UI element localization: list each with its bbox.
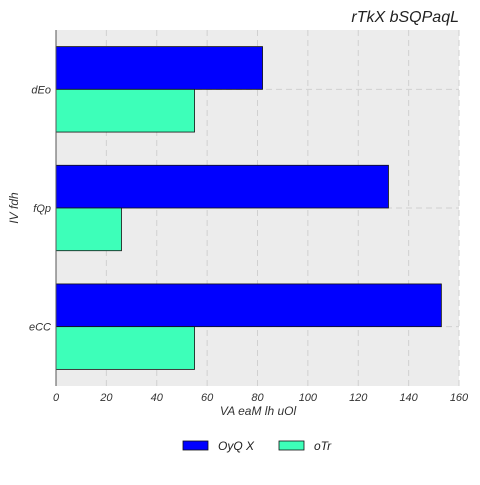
bar-oyq-x: [55, 164, 389, 209]
bar-oyq-x: [55, 46, 263, 90]
bar-otr: [55, 326, 195, 370]
x-tick-label: 40: [151, 392, 164, 404]
y-tick-label: fQp: [33, 203, 51, 215]
x-ticks: 0 20 40 60 80 100 120 140 160: [53, 392, 469, 404]
x-tick-label: 140: [399, 392, 418, 404]
x-tick-label: 60: [201, 392, 214, 404]
legend: OyQ X oTr: [182, 439, 332, 453]
legend-swatch: [182, 440, 209, 451]
y-tick-label: eCC: [29, 322, 51, 334]
bar-otr: [55, 88, 195, 133]
x-tick-label: 160: [450, 392, 469, 404]
legend-label: oTr: [314, 439, 332, 453]
x-tick-label: 100: [299, 392, 318, 404]
bar-otr: [55, 207, 122, 252]
legend-swatch: [278, 440, 305, 451]
bar-oyq-x: [55, 283, 442, 328]
x-tick-label: 0: [53, 392, 60, 404]
legend-label: OyQ X: [218, 439, 255, 453]
y-ticks: eCC fQp dEo: [29, 84, 51, 333]
x-tick-label: 80: [251, 392, 264, 404]
chart-title: rTkX bSQPaqL: [351, 9, 459, 26]
y-axis-label: IV fdh: [7, 192, 21, 224]
x-tick-label: 20: [99, 392, 113, 404]
y-tick-label: dEo: [31, 84, 51, 96]
x-axis-label: VA eaM lh uOl: [220, 404, 297, 418]
x-tick-label: 120: [349, 392, 368, 404]
